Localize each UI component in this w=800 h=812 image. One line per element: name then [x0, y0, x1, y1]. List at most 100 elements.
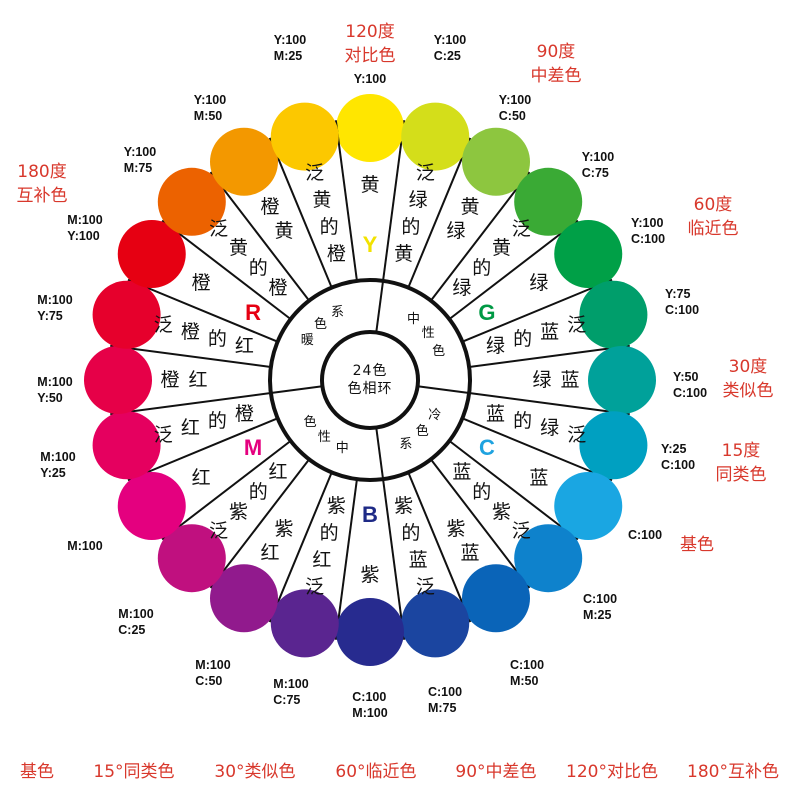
- annotation-term: 互补色: [16, 186, 68, 206]
- sector-label-char: 蓝: [460, 542, 480, 565]
- sector-label-char: 蓝: [560, 369, 580, 391]
- sector-label-char: 蓝: [408, 548, 428, 571]
- sector-divider: [469, 344, 630, 368]
- cmyk-label: Y:100 M:75: [124, 144, 156, 176]
- legend-item: 30°类似色: [214, 762, 296, 782]
- sector-divider: [407, 472, 472, 623]
- cmyk-label: Y:100 M:50: [194, 92, 226, 124]
- primary-letter: R: [245, 299, 262, 325]
- color-swatch: [92, 280, 161, 349]
- primary-letter: C: [478, 434, 495, 460]
- sector-label-char: 泛: [511, 520, 531, 543]
- color-swatch: [336, 598, 404, 666]
- cmyk-value: C:75: [273, 693, 301, 707]
- annotation-120: 120度 对比色: [345, 20, 396, 68]
- sector-label-char: 的: [472, 257, 492, 280]
- cmyk-label: Y:100 C:75: [582, 149, 614, 181]
- cmyk-value: M:100: [37, 293, 73, 307]
- color-swatch: [514, 524, 583, 593]
- sector-label-char: 紫: [394, 494, 414, 517]
- cmyk-value: M:100: [273, 677, 309, 691]
- sector-label-char: 黄: [492, 237, 512, 260]
- annotation-base: 基色: [680, 533, 714, 557]
- sector-label-char: 的: [207, 328, 227, 351]
- legend-item: 180°互补色: [687, 762, 779, 782]
- sector-label-char: 红: [191, 466, 211, 489]
- sector-label-char: 紫: [274, 517, 294, 540]
- sector-label-char: 橙: [260, 195, 280, 218]
- temperature-group-char: 系: [331, 305, 345, 321]
- sector-label-char: 黄: [228, 237, 248, 260]
- sector-label-char: 绿: [532, 369, 552, 391]
- annotation-degree: 180度: [17, 162, 67, 182]
- sector-label-char: 的: [319, 521, 339, 544]
- color-swatch: [92, 411, 161, 480]
- cmyk-value: C:100: [582, 592, 618, 606]
- color-swatch: [270, 102, 339, 171]
- sector-label-char: 泛: [305, 162, 325, 185]
- cmyk-value: Y:100: [498, 93, 532, 107]
- annotation-degree: 90度: [536, 42, 576, 62]
- cmyk-label: M:100 Y:75: [37, 292, 72, 324]
- sector-label-char: 蓝: [486, 402, 506, 425]
- sector-label-char: 绿: [529, 271, 549, 294]
- color-swatch: [588, 346, 656, 414]
- sector-label-char: 黄: [360, 174, 380, 196]
- sector-label-char: 的: [513, 328, 533, 351]
- cmyk-value: Y:50: [37, 391, 63, 405]
- sector-label-char: 黄: [312, 189, 332, 212]
- sector-label-char: 泛: [415, 162, 435, 185]
- primary-letter: G: [478, 299, 496, 325]
- cmyk-value: M:50: [193, 109, 223, 123]
- sector-label-char: 绿: [408, 189, 428, 212]
- cmyk-value: C:100: [627, 528, 663, 542]
- annotation-term: 同类色: [715, 465, 767, 485]
- center-title-line1: 24色: [352, 363, 388, 379]
- ring-divider: [418, 385, 469, 394]
- sector-label-char: 橙: [160, 369, 180, 391]
- primary-letter: M: [243, 434, 263, 460]
- sector-divider: [110, 344, 271, 368]
- sector-label-char: 橙: [180, 320, 200, 343]
- cmyk-value: Y:100: [630, 216, 664, 230]
- sector-label-char: 红: [180, 417, 200, 440]
- annotation-30: 30度 类似色: [723, 355, 774, 403]
- sector-divider: [127, 278, 278, 343]
- temperature-group-char: 色: [415, 424, 429, 440]
- annotation-degree: 15度: [721, 441, 761, 461]
- color-swatch: [157, 167, 226, 236]
- ring-divider: [375, 428, 384, 479]
- cmyk-value: Y:100: [433, 33, 467, 47]
- sector-divider: [448, 440, 579, 541]
- cmyk-value: Y:75: [37, 309, 63, 323]
- color-swatch: [401, 589, 470, 658]
- cmyk-value: Y:75: [664, 287, 691, 301]
- cmyk-value: M:100: [37, 375, 73, 389]
- cmyk-value: Y:25: [40, 466, 66, 480]
- sector-label-char: 泛: [209, 217, 229, 240]
- sector-divider: [462, 417, 613, 482]
- sector-label-char: 泛: [153, 313, 173, 336]
- sector-label-char: 红: [188, 369, 208, 391]
- sector-label-char: 紫: [446, 517, 466, 540]
- cmyk-label: M:100 C:75: [273, 676, 308, 708]
- sector-divider: [334, 120, 358, 281]
- color-swatch: [84, 346, 152, 414]
- sector-label-char: 红: [260, 542, 280, 565]
- sector-label-char: 黄: [274, 220, 294, 243]
- legend-item: 基色: [20, 762, 54, 782]
- cmyk-label: M:100 Y:50: [37, 374, 72, 406]
- annotation-degree: 120度: [345, 22, 395, 42]
- color-swatch: [462, 564, 530, 633]
- sector-label-char: 红: [312, 548, 332, 571]
- cmyk-label: Y:100 C:25: [434, 32, 466, 64]
- cmyk-value: C:100: [660, 458, 696, 472]
- annotation-15: 15度 同类色: [716, 439, 767, 487]
- cmyk-label: Y:100 C:50: [499, 92, 531, 124]
- cmyk-value: C:100: [352, 690, 387, 704]
- sector-label-char: 泛: [415, 575, 435, 598]
- temperature-group-char: 色: [313, 317, 327, 332]
- color-swatch: [210, 564, 278, 633]
- temperature-group-char: 冷: [428, 407, 442, 423]
- cmyk-value: Y:100: [581, 150, 615, 164]
